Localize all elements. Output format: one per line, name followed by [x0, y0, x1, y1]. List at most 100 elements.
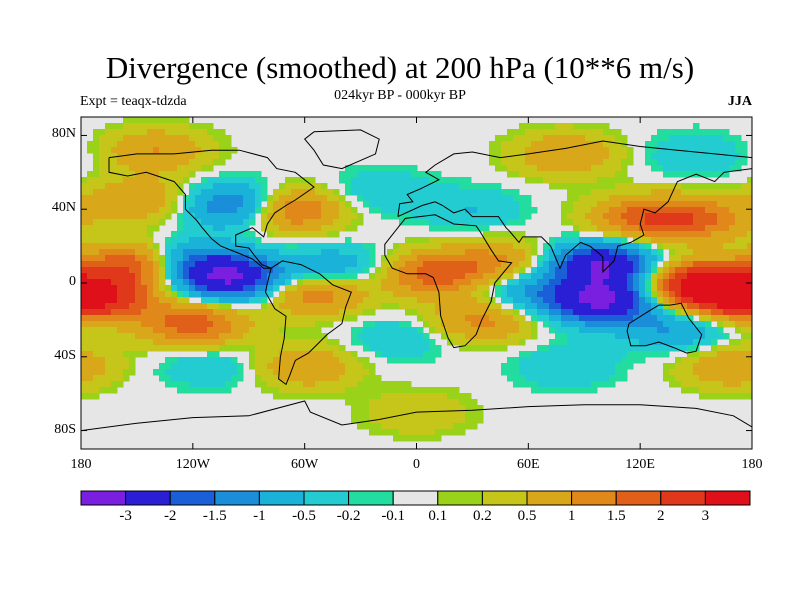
field-cell [741, 345, 748, 352]
field-cell [435, 327, 442, 334]
field-cell [213, 297, 220, 304]
field-cell [129, 273, 136, 280]
field-cell [747, 369, 752, 376]
field-cell [651, 309, 658, 316]
field-cell [393, 393, 400, 400]
field-cell [681, 171, 688, 178]
field-cell [117, 273, 124, 280]
field-cell [681, 273, 688, 280]
field-cell [159, 339, 166, 346]
field-cell [159, 291, 166, 298]
field-cell [195, 147, 202, 154]
field-cell [81, 213, 88, 220]
field-cell [105, 309, 112, 316]
field-cell [159, 129, 166, 136]
field-cell [741, 153, 748, 160]
field-cell [213, 219, 220, 226]
field-cell [153, 369, 160, 376]
field-cell [651, 267, 658, 274]
field-cell [219, 195, 226, 202]
field-cell [369, 321, 376, 328]
field-cell [423, 219, 430, 226]
field-cell [381, 261, 388, 268]
field-cell [723, 369, 730, 376]
field-cell [297, 213, 304, 220]
field-cell [675, 207, 682, 214]
field-cell [573, 231, 580, 238]
field-cell [591, 225, 598, 232]
field-cell [375, 429, 382, 436]
field-cell [561, 321, 568, 328]
field-cell [123, 147, 130, 154]
field-cell [381, 351, 388, 358]
field-cell [291, 375, 298, 382]
field-cell [567, 345, 574, 352]
field-cell [315, 285, 322, 292]
field-cell [555, 345, 562, 352]
field-cell [603, 207, 610, 214]
field-cell [357, 327, 364, 334]
field-cell [201, 243, 208, 250]
y-tick-label: 80N [51, 126, 76, 142]
field-cell [543, 303, 550, 310]
field-cell [717, 135, 724, 142]
field-cell [609, 213, 616, 220]
field-cell [195, 231, 202, 238]
field-cell [627, 351, 634, 358]
field-cell [747, 177, 752, 184]
field-cell [213, 333, 220, 340]
field-cell [543, 159, 550, 166]
field-cell [129, 225, 136, 232]
field-cell [363, 393, 370, 400]
field-cell [447, 285, 454, 292]
field-cell [93, 309, 100, 316]
field-cell [675, 135, 682, 142]
field-cell [507, 129, 514, 136]
field-cell [183, 231, 190, 238]
field-cell [201, 231, 208, 238]
field-cell [279, 255, 286, 262]
field-cell [411, 405, 418, 412]
field-cell [609, 135, 616, 142]
field-cell [363, 297, 370, 304]
field-cell [597, 363, 604, 370]
field-cell [717, 285, 724, 292]
field-cell [183, 297, 190, 304]
field-cell [717, 183, 724, 190]
field-cell [357, 381, 364, 388]
field-cell [687, 273, 694, 280]
field-cell [573, 123, 580, 130]
field-cell [117, 297, 124, 304]
field-cell [123, 297, 130, 304]
field-cell [603, 381, 610, 388]
field-cell [189, 261, 196, 268]
field-cell [81, 183, 88, 190]
field-cell [435, 405, 442, 412]
field-cell [429, 387, 436, 394]
field-cell [213, 273, 220, 280]
field-cell [663, 243, 670, 250]
field-cell [201, 375, 208, 382]
field-cell [201, 387, 208, 394]
field-cell [711, 189, 718, 196]
field-cell [405, 345, 412, 352]
field-cell [591, 303, 598, 310]
field-cell [255, 255, 262, 262]
field-cell [465, 267, 472, 274]
field-cell [225, 183, 232, 190]
field-cell [669, 141, 676, 148]
field-cell [111, 351, 118, 358]
field-cell [141, 159, 148, 166]
field-cell [597, 243, 604, 250]
field-cell [675, 297, 682, 304]
field-cell [699, 159, 706, 166]
field-cell [729, 183, 736, 190]
field-cell [135, 351, 142, 358]
field-cell [489, 303, 496, 310]
field-cell [705, 165, 712, 172]
field-cell [357, 279, 364, 286]
field-cell [495, 309, 502, 316]
field-cell [87, 333, 94, 340]
field-cell [597, 213, 604, 220]
field-cell [381, 399, 388, 406]
